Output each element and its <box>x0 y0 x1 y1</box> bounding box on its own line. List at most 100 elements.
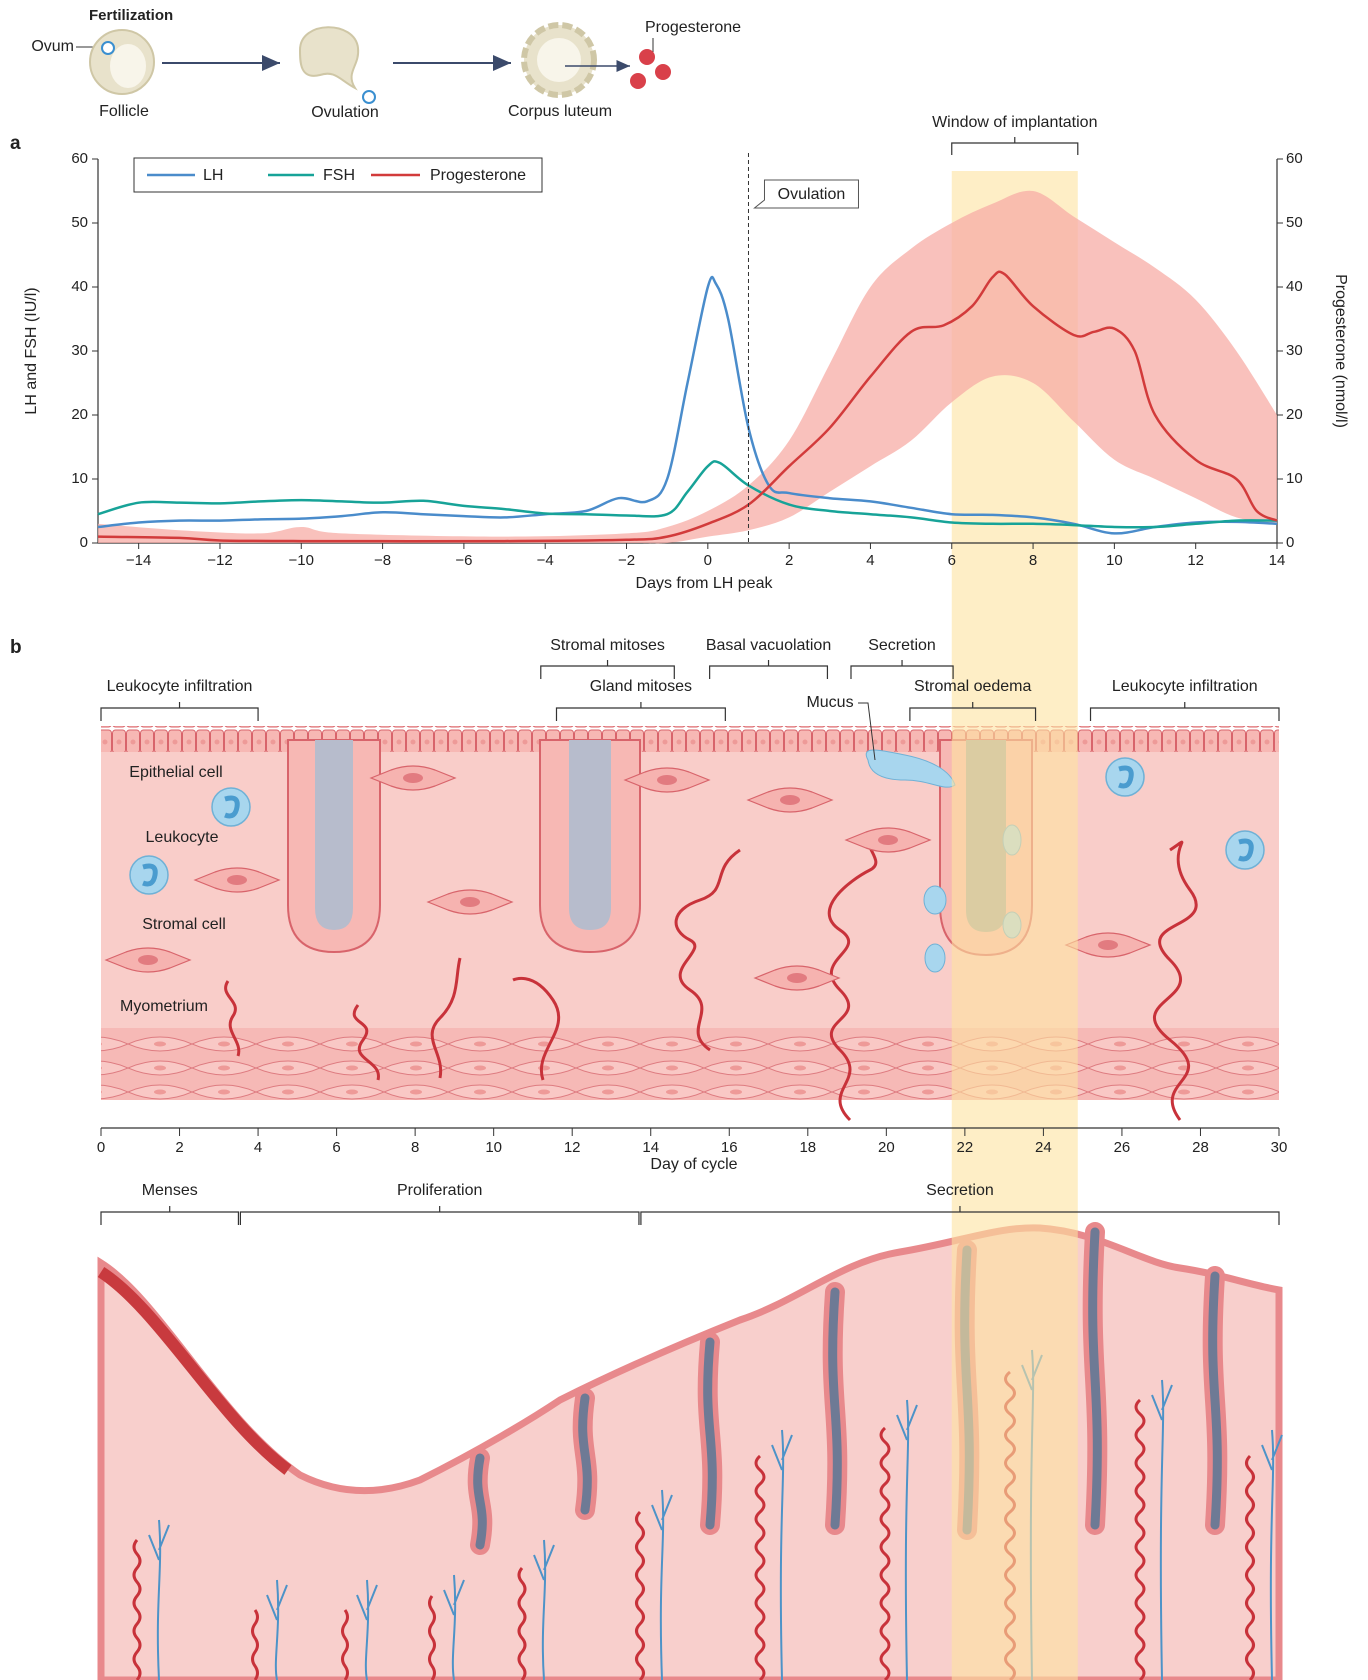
gland-lumen <box>1093 1232 1098 1525</box>
legend: LH FSH Progesterone <box>134 158 542 192</box>
x-tick-label: −6 <box>455 552 472 569</box>
annotation-label: Ovulation <box>778 186 846 203</box>
bracket <box>101 1206 238 1225</box>
ruptured-follicle <box>300 27 358 88</box>
legend-label: FSH <box>323 167 355 184</box>
cycle-tick-label: 16 <box>721 1139 738 1156</box>
gland-lumen <box>583 1398 588 1510</box>
leukocyte <box>130 856 168 894</box>
leukocyte <box>1226 831 1264 869</box>
bracket <box>851 660 953 679</box>
x-axis-label: Days from LH peak <box>636 575 774 592</box>
cycle-tick-label: 0 <box>97 1139 105 1156</box>
cell-label: Mucus <box>806 694 853 711</box>
y-tick-label: 0 <box>80 534 88 551</box>
gland-lumen <box>569 740 611 930</box>
corpus-luteum-core <box>537 38 581 82</box>
schematic: Fertilization Ovum Follicle Ovulation Co… <box>31 7 741 121</box>
bracket-label: Leukocyte infiltration <box>107 678 253 695</box>
x-tick-label: −10 <box>289 552 314 569</box>
x-tick-label: 12 <box>1187 552 1204 569</box>
secretion-droplet <box>925 944 945 972</box>
bracket <box>952 137 1078 155</box>
cell-label: Leukocyte <box>146 829 219 846</box>
bracket <box>556 702 725 721</box>
cycle-tick-label: 12 <box>564 1139 581 1156</box>
bracket <box>240 1206 639 1225</box>
legend-label: Progesterone <box>430 167 526 184</box>
cell-label: Myometrium <box>120 998 208 1015</box>
panel-label: b <box>10 637 22 658</box>
x-tick-label: −2 <box>618 552 635 569</box>
bracket <box>101 702 258 721</box>
leukocyte <box>212 788 250 826</box>
y2-tick-label: 60 <box>1286 150 1303 167</box>
endometrium-illustration <box>101 726 1279 1120</box>
cycle-tick-label: 22 <box>957 1139 974 1156</box>
gland-lumen <box>833 1292 838 1525</box>
figure: Fertilization Ovum Follicle Ovulation Co… <box>0 0 1368 1680</box>
cycle-tick-label: 10 <box>485 1139 502 1156</box>
nucleus <box>227 875 247 885</box>
y-tick-label: 30 <box>71 342 88 359</box>
y2-tick-label: 50 <box>1286 214 1303 231</box>
x-tick-label: 14 <box>1269 552 1286 569</box>
cycle-tick-label: 26 <box>1114 1139 1131 1156</box>
nucleus <box>1098 940 1118 950</box>
cycle-tick-label: 8 <box>411 1139 419 1156</box>
y-tick-label: 60 <box>71 150 88 167</box>
x-tick-label: −8 <box>374 552 391 569</box>
hormone-dot <box>630 73 646 89</box>
leukocyte <box>1106 758 1144 796</box>
bracket-label: Basal vacuolation <box>706 637 831 654</box>
bracket <box>710 660 828 679</box>
epithelium <box>101 726 1279 752</box>
nucleus <box>780 795 800 805</box>
bracket <box>1091 702 1279 721</box>
y2-tick-label: 10 <box>1286 470 1303 487</box>
x-tick-label: 10 <box>1106 552 1123 569</box>
cycle-tick-label: 30 <box>1271 1139 1288 1156</box>
gland-lumen <box>1213 1276 1218 1525</box>
cycle-tick-label: 14 <box>642 1139 659 1156</box>
cycle-tick-label: 2 <box>175 1139 183 1156</box>
stage-label: Follicle <box>99 103 149 120</box>
x-tick-label: 6 <box>948 552 956 569</box>
y-tick-label: 10 <box>71 470 88 487</box>
stage-label: Corpus luteum <box>508 103 612 120</box>
secretion-droplet <box>924 886 946 914</box>
y2-tick-label: 20 <box>1286 406 1303 423</box>
y2-tick-label: 30 <box>1286 342 1303 359</box>
x-tick-label: 0 <box>704 552 712 569</box>
stage-label: Ovulation <box>311 104 379 121</box>
cycle-tick-label: 4 <box>254 1139 262 1156</box>
x-tick-label: −14 <box>126 552 151 569</box>
released-ovum <box>363 91 375 103</box>
gland-lumen <box>315 740 353 930</box>
hormone-dot <box>639 49 655 65</box>
y2-tick-label: 40 <box>1286 278 1303 295</box>
nucleus <box>787 973 807 983</box>
x-tick-label: 4 <box>866 552 874 569</box>
nucleus <box>460 897 480 907</box>
cycle-tick-label: 24 <box>1035 1139 1052 1156</box>
bracket-label: Secretion <box>868 637 936 654</box>
bracket-label: Stromal oedema <box>914 678 1031 695</box>
window-label: Window of implantation <box>932 114 1097 131</box>
myometrium <box>101 1028 1279 1100</box>
bracket-label: Stromal mitoses <box>550 637 665 654</box>
gland-lumen <box>478 1458 483 1545</box>
legend-label: LH <box>203 167 223 184</box>
hormone-label: Progesterone <box>645 19 741 36</box>
series-line <box>98 461 1277 527</box>
y2-axis-label: Progesterone (nmol/l) <box>1332 274 1349 428</box>
x-tick-label: 2 <box>785 552 793 569</box>
y-tick-label: 40 <box>71 278 88 295</box>
nucleus <box>657 775 677 785</box>
nucleus <box>138 955 158 965</box>
y-tick-label: 50 <box>71 214 88 231</box>
panel-label: a <box>10 133 21 154</box>
y2-tick-label: 0 <box>1286 534 1294 551</box>
y-axis-label: LH and FSH (IU/l) <box>23 287 40 414</box>
cell-label: Stromal cell <box>142 916 226 933</box>
